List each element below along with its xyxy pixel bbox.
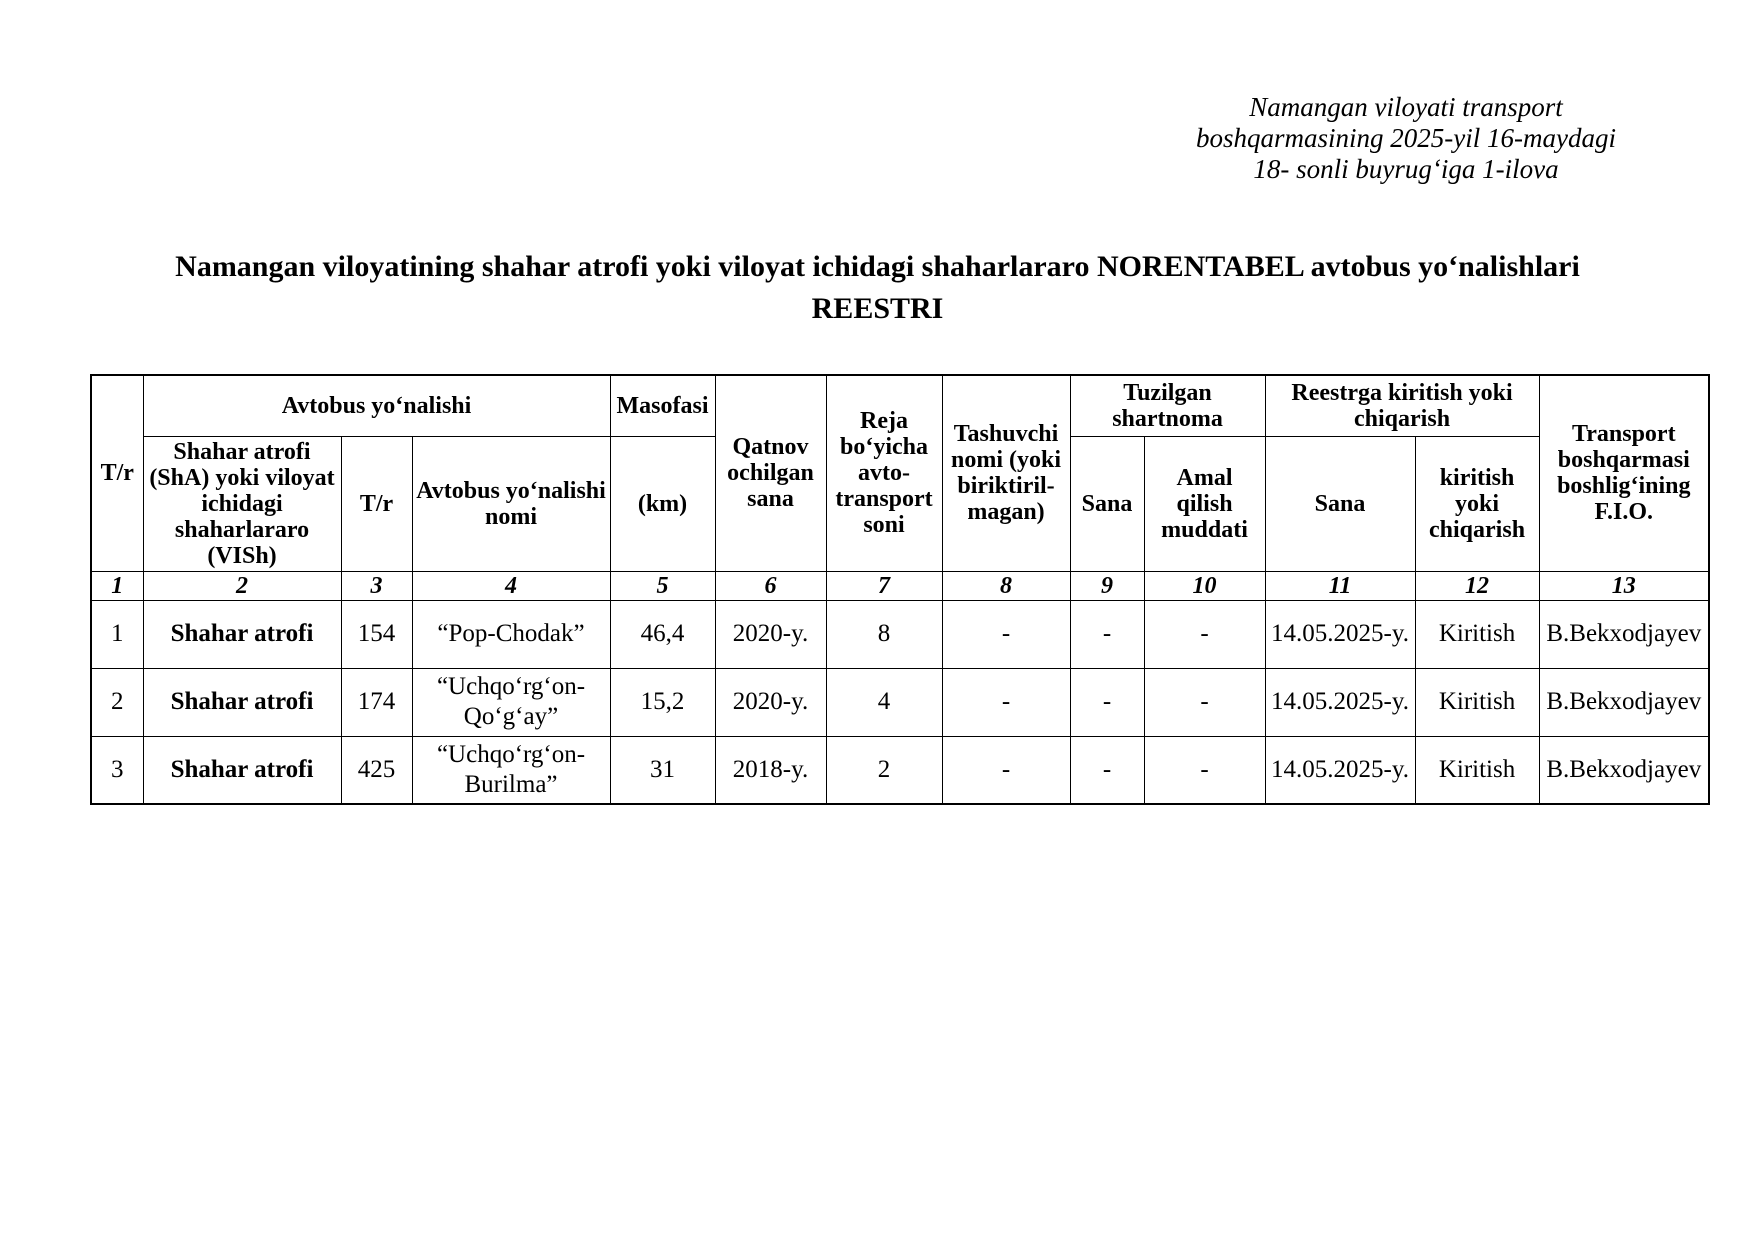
header-tashuvchi: Tashuvchi nomi (yoki biriktiril-magan) (941, 374, 1071, 572)
cell-register-action: Kiritish (1414, 599, 1540, 669)
cell-row-index: 2 (90, 667, 144, 737)
column-number-row: 1 2 3 4 5 6 7 8 9 10 11 12 13 (90, 570, 1710, 601)
cell-contract-validity: - (1143, 599, 1266, 669)
col-number: 9 (1069, 570, 1145, 601)
note-line: Namangan viloyati transport (1249, 92, 1563, 122)
cell-carrier-name: - (941, 735, 1071, 805)
cell-register-date: 14.05.2025-y. (1264, 599, 1416, 669)
cell-register-date: 14.05.2025-y. (1264, 735, 1416, 805)
col-number: 8 (941, 570, 1071, 601)
col-number: 3 (340, 570, 413, 601)
header-row-2: Shahar atrofi (ShA) yoki viloyat ichidag… (91, 435, 1709, 572)
routes-register-table: T/r Avtobus yo‘nalishi Masofasi Qatnov o… (90, 374, 1711, 805)
order-reference-note: Namangan viloyati transport boshqarmasin… (1176, 92, 1636, 185)
cell-opened-date: 2020-y. (714, 667, 827, 737)
note-line: 18- sonli buyrug‘iga 1-ilova (1253, 154, 1559, 184)
header-avtobus-group: Avtobus yo‘nalishi (142, 374, 611, 437)
header-sana-shartnoma: Sana (1069, 435, 1145, 572)
cell-route-number: 174 (340, 667, 413, 737)
col-number: 1 (90, 570, 144, 601)
cell-route-name: “Uchqo‘rg‘on-Qo‘g‘ay” (411, 667, 611, 737)
col-number: 10 (1143, 570, 1266, 601)
cell-contract-validity: - (1143, 667, 1266, 737)
table-row-2: 2 Shahar atrofi 174 “Uchqo‘rg‘on-Qo‘g‘ay… (90, 667, 1710, 737)
col-number: 2 (142, 570, 342, 601)
header-reestrga-group: Reestrga kiritish yoki chiqarish (1264, 374, 1540, 437)
cell-chief-fio: B.Bekxodjayev (1538, 667, 1710, 737)
cell-distance-km: 46,4 (609, 599, 716, 669)
header-tuzilgan-group: Tuzilgan shartnoma (1069, 374, 1266, 437)
cell-route-type: Shahar atrofi (142, 735, 342, 805)
header-amal-muddati: Amal qilish muddati (1143, 435, 1266, 572)
cell-planned-vehicles: 8 (825, 599, 943, 669)
header-route-name: Avtobus yo‘nalishi nomi (411, 435, 611, 572)
cell-distance-km: 31 (609, 735, 716, 805)
cell-chief-fio: B.Bekxodjayev (1538, 599, 1710, 669)
header-reja: Reja bo‘yicha avto-transport soni (825, 374, 943, 572)
cell-opened-date: 2018-y. (714, 735, 827, 805)
cell-chief-fio: B.Bekxodjayev (1538, 735, 1710, 805)
cell-row-index: 1 (90, 599, 144, 669)
cell-carrier-name: - (941, 667, 1071, 737)
cell-contract-date: - (1069, 599, 1145, 669)
header-row-1: T/r Avtobus yo‘nalishi Masofasi Qatnov o… (90, 374, 1710, 572)
col-number: 11 (1264, 570, 1416, 601)
cell-opened-date: 2020-y. (714, 599, 827, 669)
cell-planned-vehicles: 2 (825, 735, 943, 805)
col-number: 13 (1538, 570, 1710, 601)
cell-register-action: Kiritish (1414, 735, 1540, 805)
header-fio: Transport boshqarmasi boshlig‘ining F.I.… (1538, 374, 1710, 572)
cell-contract-date: - (1069, 735, 1145, 805)
header-sana-reestr: Sana (1264, 435, 1416, 572)
header-kiritish-chiqarish: kiritish yoki chiqarish (1414, 435, 1540, 572)
cell-distance-km: 15,2 (609, 667, 716, 737)
note-line: boshqarmasining 2025-yil 16-maydagi (1196, 123, 1616, 153)
table-row-3: 3 Shahar atrofi 425 “Uchqo‘rg‘on-Burilma… (90, 735, 1710, 805)
cell-planned-vehicles: 4 (825, 667, 943, 737)
header-tr: T/r (90, 374, 144, 572)
col-number: 6 (714, 570, 827, 601)
col-number: 7 (825, 570, 943, 601)
cell-route-type: Shahar atrofi (142, 667, 342, 737)
cell-register-action: Kiritish (1414, 667, 1540, 737)
cell-row-index: 3 (90, 735, 144, 805)
cell-route-number: 154 (340, 599, 413, 669)
header-masofasi: Masofasi (609, 374, 716, 437)
page-title-line-2: REESTRI (811, 292, 944, 325)
cell-contract-validity: - (1143, 735, 1266, 805)
cell-contract-date: - (1069, 667, 1145, 737)
cell-register-date: 14.05.2025-y. (1264, 667, 1416, 737)
cell-route-name: “Pop-Chodak” (411, 599, 611, 669)
page-title: Namangan viloyatining shahar atrofi yoki… (40, 246, 1715, 330)
col-number: 12 (1414, 570, 1540, 601)
page-title-line-1: Namangan viloyatining shahar atrofi yoki… (175, 250, 1580, 283)
header-qatnov: Qatnov ochilgan sana (714, 374, 827, 572)
cell-carrier-name: - (941, 599, 1071, 669)
cell-route-name: “Uchqo‘rg‘on-Burilma” (411, 735, 611, 805)
header-km: (km) (609, 435, 716, 572)
header-sha-vish: Shahar atrofi (ShA) yoki viloyat ichidag… (142, 435, 342, 572)
cell-route-type: Shahar atrofi (142, 599, 342, 669)
table-row-1: 1 Shahar atrofi 154 “Pop-Chodak” 46,4 20… (90, 599, 1710, 669)
col-number: 4 (411, 570, 611, 601)
header-tr-2: T/r (340, 435, 413, 572)
col-number: 5 (609, 570, 716, 601)
cell-route-number: 425 (340, 735, 413, 805)
